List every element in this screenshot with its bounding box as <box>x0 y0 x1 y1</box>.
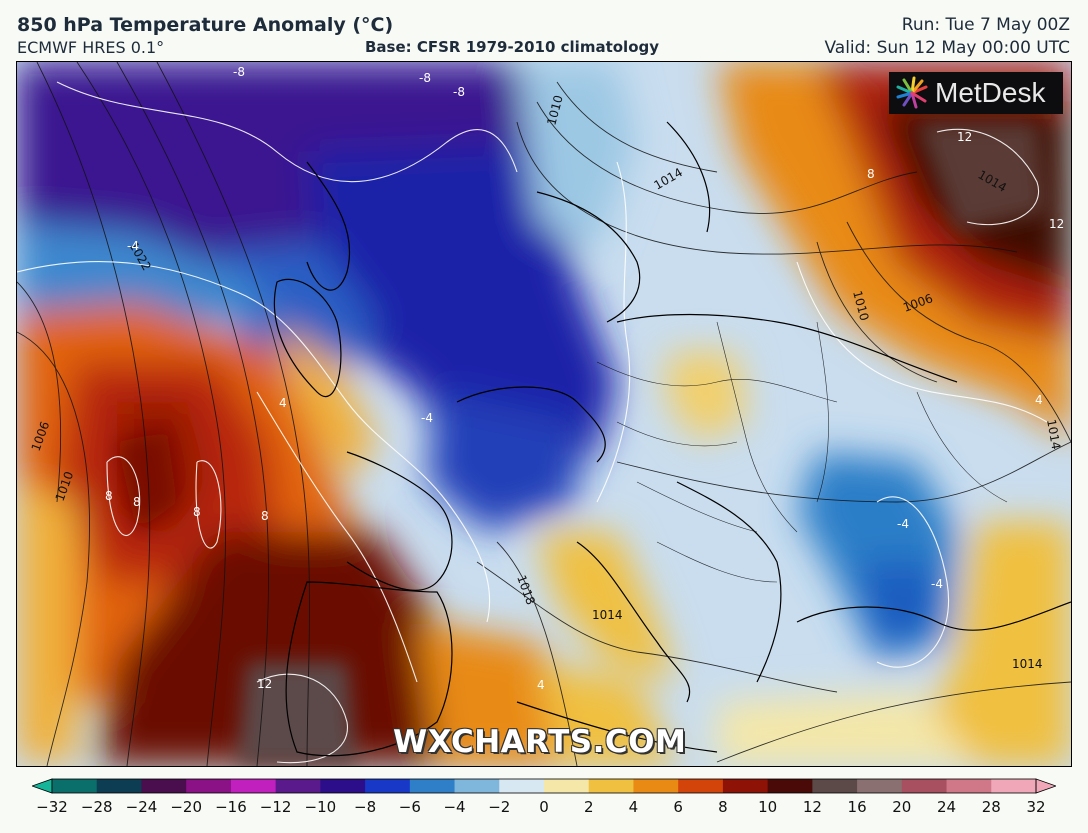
colorbar-tick-label: 2 <box>583 798 594 816</box>
colorbar-tick-label: −24 <box>125 798 158 816</box>
colorbar-tick-label: −10 <box>304 798 337 816</box>
isobar-label: 1014 <box>1044 418 1063 451</box>
borders <box>596 321 1008 583</box>
anomaly-label: 12 <box>957 130 972 144</box>
colorbar-tick-label: −6 <box>398 798 421 816</box>
colorbar-tick-label: −32 <box>36 798 68 816</box>
colorbar-border <box>51 778 1037 794</box>
colorbar-swatch <box>320 779 366 793</box>
colorbar-swatch <box>767 779 813 793</box>
anomaly-label: -4 <box>897 517 909 531</box>
anomaly-label: 8 <box>193 505 201 519</box>
metdesk-logo: MetDesk <box>889 72 1063 114</box>
anomaly-map[interactable]: 1010 1014 1014 1018 1014 1014 1022 1006 … <box>16 61 1072 767</box>
colorbar-tick-label: 10 <box>758 798 778 816</box>
colorbar-swatch <box>722 779 769 793</box>
colorbar-tick-label: −2 <box>488 798 511 816</box>
isobar-label: 1014 <box>1012 657 1043 671</box>
anomaly-label: 12 <box>257 677 272 691</box>
colorbar-swatch <box>678 779 724 793</box>
model-label: ECMWF HRES 0.1° <box>17 38 165 57</box>
colorbar-tick-label: −16 <box>215 798 247 816</box>
anomaly-label: -4 <box>421 411 433 425</box>
anomaly-label: 8 <box>867 167 875 181</box>
colorbar-swatches <box>32 778 1056 794</box>
colorbar-tick-label: −12 <box>259 798 292 816</box>
colorbar-tick-label: 6 <box>673 798 683 816</box>
valid-time-label: Valid: Sun 12 May 00:00 UTC <box>824 38 1070 58</box>
colorbar-swatch <box>499 779 545 793</box>
colorbar-tick-label: 12 <box>802 798 822 816</box>
colorbar-tick-label: 32 <box>1026 798 1046 816</box>
colorbar-swatch <box>365 779 411 793</box>
metdesk-burst-icon <box>896 76 928 109</box>
climatology-base-label: Base: CFSR 1979-2010 climatology <box>365 38 660 56</box>
colorbar-swatch <box>141 779 187 793</box>
colorbar-tick-label: 8 <box>718 798 728 816</box>
colorbar-swatch <box>52 779 98 793</box>
watermark: WXCHARTS.COM <box>393 724 687 760</box>
colorbar-swatch <box>454 779 500 793</box>
isobar-label: 1014 <box>592 608 623 622</box>
chart-title: 850 hPa Temperature Anomaly (°C) <box>17 14 394 36</box>
colorbar-tick-label: −8 <box>354 798 377 816</box>
colorbar-tick-label: 20 <box>892 798 912 816</box>
colorbar-swatch <box>633 779 679 793</box>
anomaly-label: -8 <box>233 65 245 79</box>
anomaly-label: 8 <box>261 509 269 523</box>
colorbar-swatch <box>96 779 142 793</box>
anomaly-label: -8 <box>419 71 431 85</box>
colorbar-tick-label: −28 <box>80 798 113 816</box>
colorbar-right-arrow <box>1035 778 1056 794</box>
colorbar-swatch <box>230 779 277 793</box>
anomaly-label-group: -8 -8 -8 -4 -4 4 8 8 8 8 12 12 -4 -4 4 1… <box>105 65 1064 692</box>
colorbar-swatch <box>991 779 1037 793</box>
map-canvas: 1010 1014 1014 1018 1014 1014 1022 1006 … <box>17 62 1071 766</box>
colorbar-left-arrow <box>32 778 53 794</box>
logo-text: MetDesk <box>935 77 1046 108</box>
colorbar-swatch <box>812 779 858 793</box>
anomaly-label: 4 <box>279 396 287 410</box>
colorbar-swatch <box>186 779 232 793</box>
colorbar-tick-label: 24 <box>936 798 957 816</box>
colorbar-swatch <box>857 779 903 793</box>
colorbar-tick-label: 4 <box>628 798 639 816</box>
anomaly-label: -4 <box>127 239 139 253</box>
colorbar-tick-label: −20 <box>170 798 202 816</box>
isobars <box>17 62 1071 766</box>
colorbar-tick-label: 0 <box>539 798 549 816</box>
anomaly-label: -4 <box>931 577 943 591</box>
colorbar-swatch <box>275 779 321 793</box>
colorbar-swatch <box>588 779 634 793</box>
colorbar-tick-label: 16 <box>847 798 867 816</box>
colorbar-swatch <box>946 779 992 793</box>
anomaly-label: 12 <box>1049 217 1064 231</box>
colorbar-tick-label: −4 <box>443 798 466 816</box>
colorbar <box>32 778 1056 794</box>
coastlines <box>273 121 1071 757</box>
colorbar-swatch <box>544 779 590 793</box>
colorbar-swatch <box>901 779 948 793</box>
anomaly-label: -8 <box>453 85 465 99</box>
colorbar-tick-label: 28 <box>981 798 1001 816</box>
anomaly-label: 8 <box>133 495 141 509</box>
anomaly-label: 4 <box>1035 393 1043 407</box>
colorbar-swatch <box>409 779 456 793</box>
anomaly-label: 4 <box>537 678 545 692</box>
anomaly-label: 8 <box>105 489 113 503</box>
run-time-label: Run: Tue 7 May 00Z <box>901 15 1070 35</box>
anomaly-contours <box>17 81 1048 764</box>
